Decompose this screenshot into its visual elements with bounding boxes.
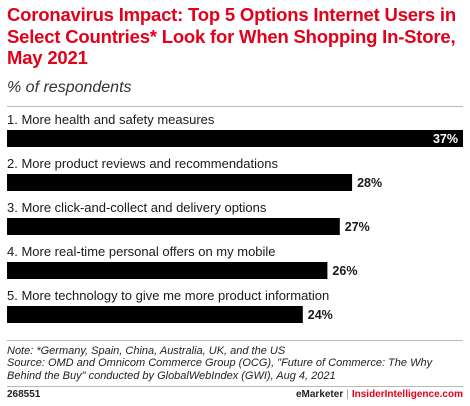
category-label: 5. More technology to give me more produ… bbox=[7, 288, 329, 303]
note-divider bbox=[7, 340, 463, 341]
brand-separator: | bbox=[346, 389, 349, 400]
chart-subtitle: % of respondents bbox=[7, 79, 132, 96]
value-label: 24% bbox=[308, 308, 333, 322]
value-label: 28% bbox=[357, 176, 382, 190]
chart-notes: Note: *Germany, Spain, China, Australia,… bbox=[7, 345, 463, 382]
value-label: 27% bbox=[345, 220, 370, 234]
bar bbox=[7, 174, 353, 191]
category-label: 1. More health and safety measures bbox=[7, 112, 215, 127]
value-label: 26% bbox=[332, 264, 357, 278]
bar bbox=[7, 130, 463, 147]
footer-divider bbox=[7, 386, 463, 387]
top-divider bbox=[7, 106, 463, 107]
note-text: Note: *Germany, Spain, China, Australia,… bbox=[7, 345, 286, 357]
chart-id: 268551 bbox=[7, 389, 41, 400]
category-label: 3. More click-and-collect and delivery o… bbox=[7, 200, 267, 215]
category-label: 2. More product reviews and recommendati… bbox=[7, 156, 278, 171]
brand-insider-intelligence: InsiderIntelligence.com bbox=[351, 389, 463, 400]
brand: eMarketer | InsiderIntelligence.com bbox=[296, 388, 463, 402]
brand-emarketer: eMarketer bbox=[295, 389, 344, 400]
source-text: Source: OMD and Omnicom Commerce Group (… bbox=[7, 357, 433, 382]
bar bbox=[7, 262, 328, 279]
category-label: 4. More real-time personal offers on my … bbox=[7, 244, 276, 259]
chart-title: Coronavirus Impact: Top 5 Options Intern… bbox=[7, 4, 456, 68]
value-label: 37% bbox=[433, 132, 458, 146]
bar bbox=[7, 218, 340, 235]
bar-chart: 1. More health and safety measures 37% 2. … bbox=[7, 112, 463, 323]
bar bbox=[7, 306, 303, 323]
